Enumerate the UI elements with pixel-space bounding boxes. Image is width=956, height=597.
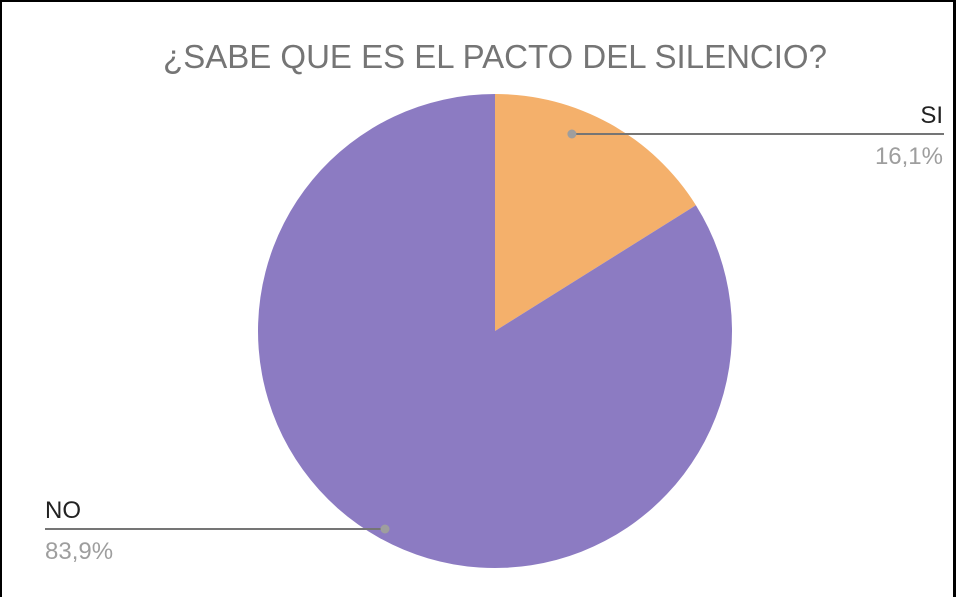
- slice-si-leader-dot: [567, 129, 577, 139]
- slice-si-percent: 16,1%: [875, 143, 943, 170]
- slice-no-percent: 83,9%: [45, 538, 113, 565]
- slice-no-label: NO: [45, 497, 81, 524]
- slice-no-leader-dot: [380, 524, 390, 534]
- slice-si-label: SI: [920, 102, 943, 129]
- pie-slice-si[interactable]: [495, 94, 696, 331]
- slice-labels: SI 16,1% NO 83,9%: [45, 102, 944, 565]
- chart-title: ¿SABE QUE ES EL PACTO DEL SILENCIO?: [163, 38, 827, 75]
- pie-slices: [257, 94, 732, 568]
- pie-slice-no[interactable]: [257, 94, 732, 568]
